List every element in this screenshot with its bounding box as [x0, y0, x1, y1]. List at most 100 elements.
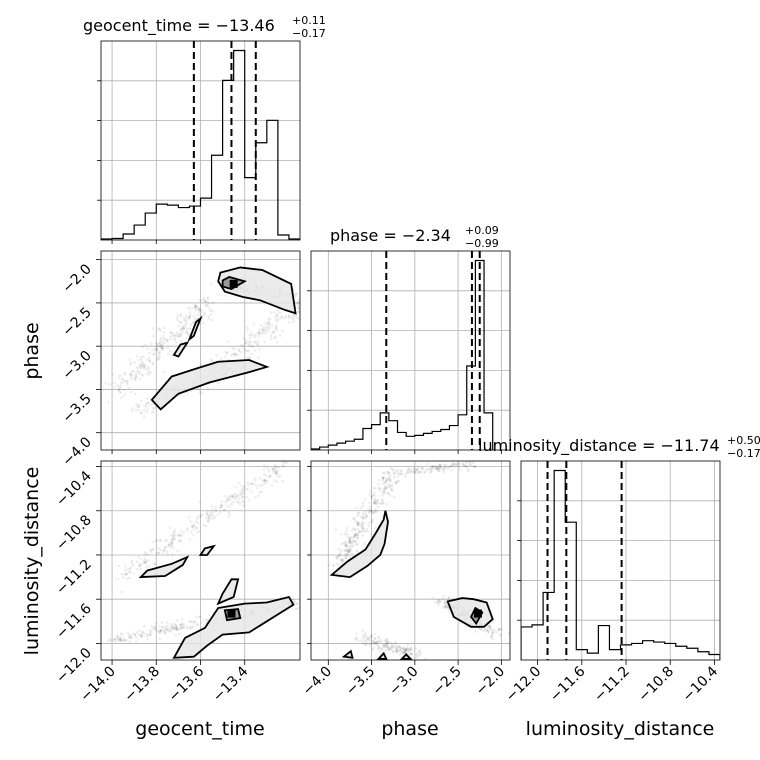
sample-point	[137, 372, 141, 375]
sample-point	[376, 499, 379, 502]
sample-point	[239, 489, 243, 493]
sample-point	[261, 328, 264, 331]
sample-point	[263, 329, 266, 332]
x-tick-label-phase-0: −4.0	[300, 664, 335, 699]
sample-point	[142, 365, 146, 369]
sample-point	[431, 466, 435, 470]
sample-point	[365, 514, 368, 518]
sample-point	[348, 540, 352, 544]
sample-point	[369, 635, 373, 639]
sample-point	[268, 317, 272, 321]
sample-point	[145, 565, 148, 569]
sample-point	[354, 528, 357, 531]
sample-point	[247, 342, 251, 346]
sample-point	[148, 548, 152, 552]
sample-point	[157, 351, 161, 354]
sample-point	[170, 543, 174, 546]
grid-pair-phase-luminosity-distance	[311, 461, 510, 660]
sample-point	[362, 527, 365, 530]
sample-point	[139, 634, 143, 638]
sample-point	[417, 654, 420, 658]
y-tick-label-luminosity-distance-4: −10.4	[53, 468, 95, 510]
sample-point	[431, 464, 435, 468]
sample-point	[274, 471, 278, 474]
sample-point	[232, 348, 236, 351]
sample-point	[302, 308, 305, 311]
sample-point	[391, 489, 395, 492]
sample-point	[487, 631, 490, 634]
contour-outer-pair-phase-luminosity-distance-1	[446, 597, 494, 628]
sample-point	[497, 628, 501, 631]
sample-point	[439, 600, 443, 604]
sample-point	[256, 331, 259, 335]
sample-point	[340, 558, 343, 561]
sample-point	[169, 629, 172, 633]
sample-point	[260, 490, 263, 493]
sample-point	[414, 469, 417, 473]
sample-point	[168, 526, 172, 530]
sample-point	[272, 330, 276, 333]
sample-point	[436, 600, 439, 604]
sample-point	[391, 468, 394, 471]
sample-point	[160, 620, 164, 624]
y-tick-label-luminosity-distance-0: −12.0	[53, 645, 95, 687]
sample-point	[436, 467, 439, 471]
sample-point	[205, 512, 209, 516]
sample-point	[202, 321, 205, 325]
sample-point	[443, 465, 446, 469]
sample-point	[138, 563, 142, 567]
sample-point	[443, 604, 446, 607]
sample-point	[377, 640, 380, 644]
sample-point	[490, 631, 494, 634]
sample-point	[143, 363, 147, 366]
sample-point	[202, 618, 205, 622]
sample-point	[209, 358, 213, 362]
sample-point	[151, 327, 155, 330]
sample-point	[499, 633, 502, 637]
sample-point	[377, 635, 380, 639]
sample-point	[135, 630, 139, 634]
sample-point	[482, 629, 486, 633]
sample-point	[216, 513, 220, 516]
sample-point	[368, 511, 372, 514]
sample-point	[339, 553, 342, 557]
sample-point	[148, 359, 151, 363]
sample-point	[244, 487, 248, 491]
sample-point	[157, 546, 160, 550]
sample-point	[269, 474, 272, 478]
sample-point	[268, 474, 272, 478]
sample-point	[271, 470, 275, 474]
sample-point	[152, 352, 156, 356]
sample-point	[118, 638, 122, 642]
sample-point	[157, 353, 161, 356]
sample-point	[269, 334, 273, 338]
sample-point	[174, 623, 178, 627]
sample-point	[144, 553, 147, 556]
sample-point	[156, 342, 160, 346]
sample-point	[151, 547, 155, 551]
sample-point	[146, 552, 149, 556]
sample-point	[210, 318, 214, 322]
sample-point	[385, 637, 389, 641]
contour-outer-pair-geocent-time-luminosity-distance-1	[216, 578, 240, 606]
sample-point	[270, 324, 274, 327]
sample-point	[366, 637, 370, 640]
sample-point	[257, 494, 260, 497]
sample-point	[371, 486, 375, 490]
sample-point	[256, 339, 259, 343]
sample-point	[381, 482, 384, 486]
sample-point	[384, 481, 387, 485]
sample-point	[409, 470, 412, 474]
contour-outer-pair-geocent-time-phase-1	[150, 359, 270, 411]
sample-point	[126, 568, 129, 571]
sample-point	[392, 468, 395, 472]
sample-point	[367, 492, 371, 496]
sample-point	[208, 517, 212, 520]
sample-point	[274, 314, 278, 317]
sample-point	[363, 529, 367, 533]
sample-point	[381, 499, 385, 502]
sample-point	[253, 479, 257, 482]
sample-point	[384, 480, 388, 483]
sample-point	[485, 629, 489, 633]
sample-point	[443, 463, 446, 467]
